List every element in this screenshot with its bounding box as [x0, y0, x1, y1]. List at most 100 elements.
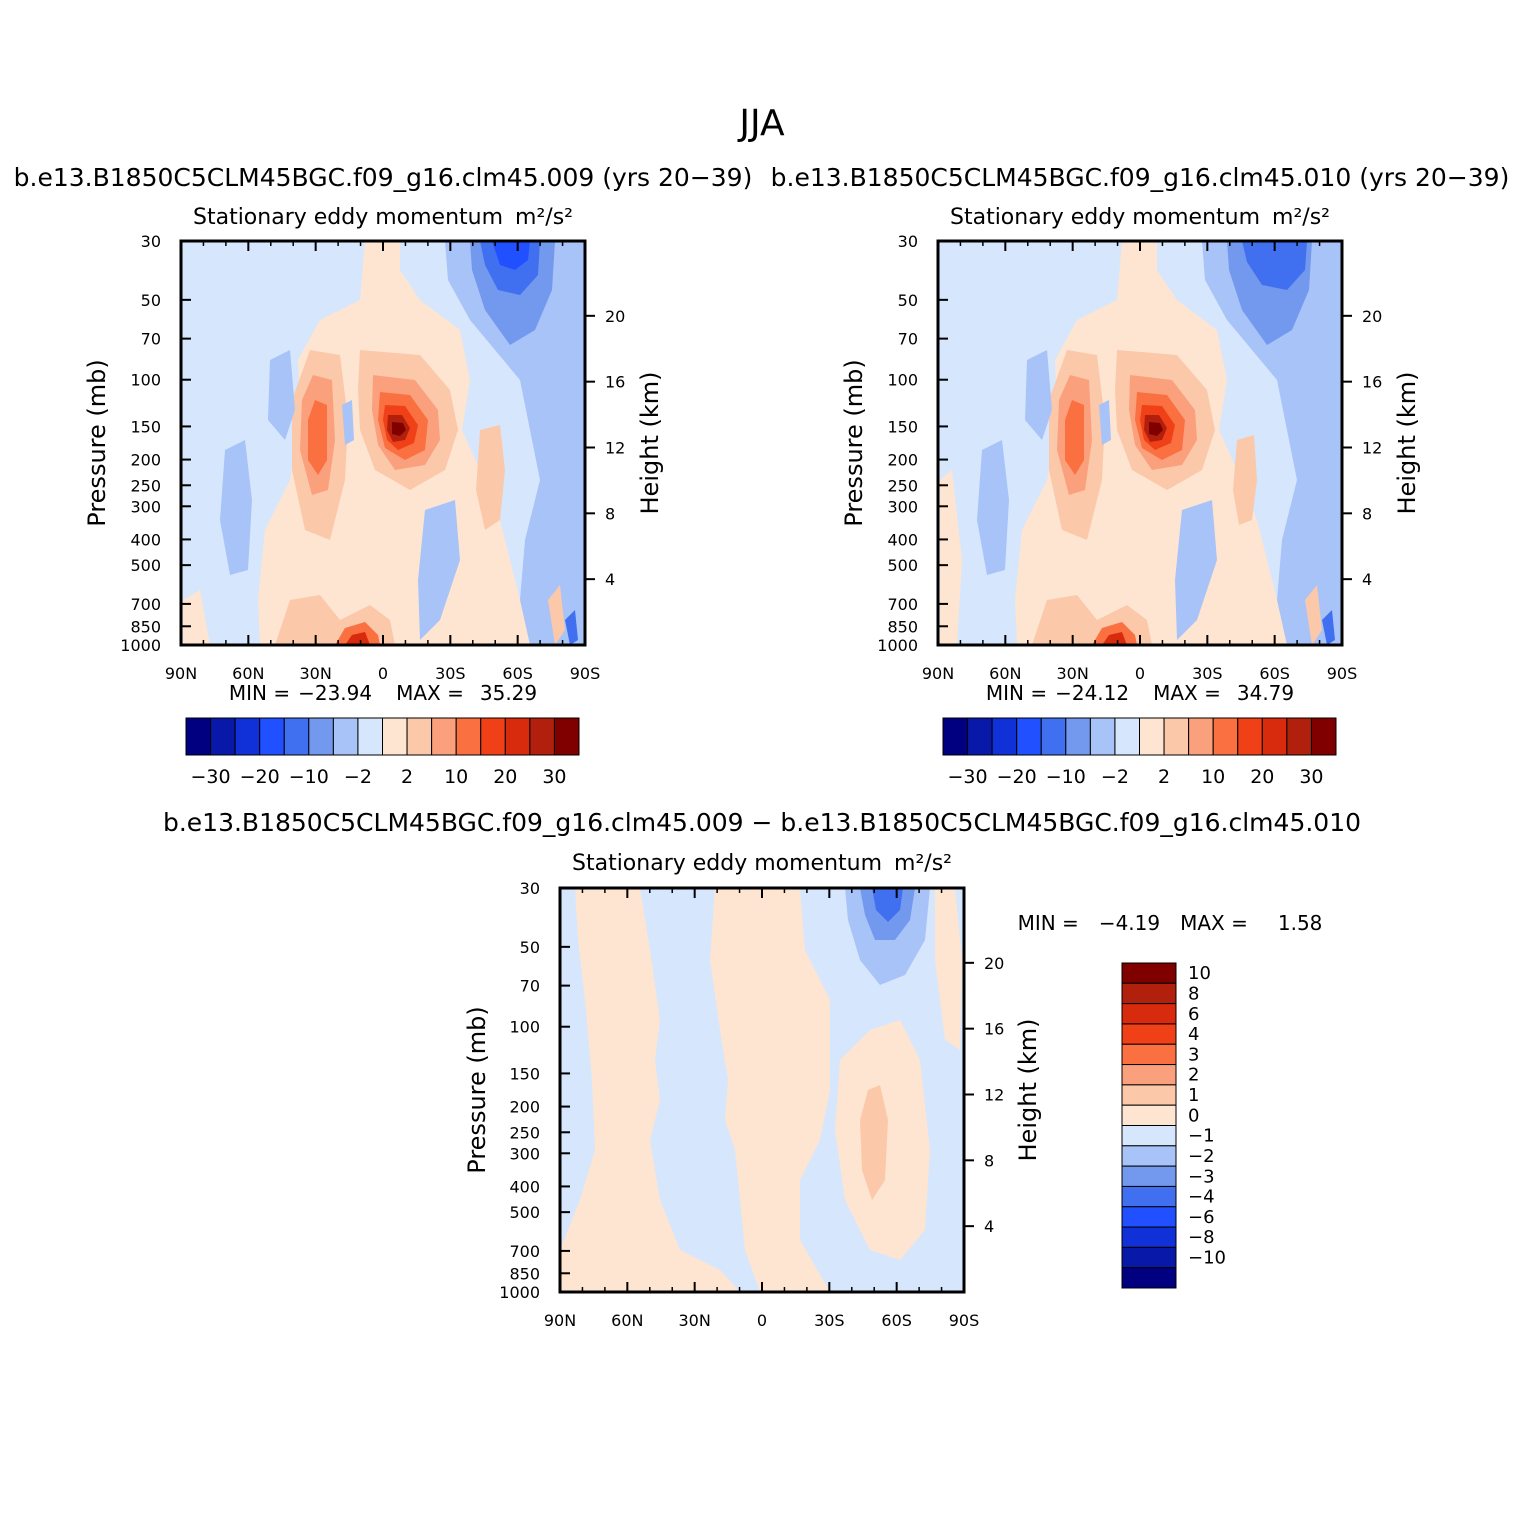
panel1-colorbar-label: 20 [493, 766, 517, 788]
panel1-ytick-label: 400 [130, 530, 161, 549]
panel2-ytick-right-label: 4 [1362, 570, 1372, 589]
panel1-ytick-label: 30 [141, 232, 161, 251]
panel1-colorbar-swatch [480, 717, 506, 756]
panel2-contour-neg-nh-1 [1025, 350, 1052, 440]
panel1-plot-area [179, 239, 587, 647]
panel2-ylabel-right: Height (km) [1393, 372, 1421, 515]
panel2-minmax: MIN = −24.12 MAX = 34.79 [986, 681, 1294, 705]
panel3-colorbar-label: 8 [1188, 983, 1199, 1004]
panel2-contour-surf-2 [1092, 622, 1137, 645]
panel2-ytick-label: 30 [898, 232, 918, 251]
panel2-colorbar-label: −2 [1101, 766, 1129, 788]
panel2-plot-area [936, 239, 1344, 647]
panel2-colorbar-label: 30 [1299, 766, 1323, 788]
panel1-colorbar-label: −20 [240, 766, 280, 788]
panel3-colorbar-label: 4 [1188, 1024, 1199, 1045]
panel2-ylabel: Pressure (mb) [840, 359, 868, 526]
panel3-xtick-label: 60S [881, 1311, 912, 1330]
panel2-ytick-label: 150 [887, 417, 918, 436]
panel3-colorbar-swatch [1121, 1023, 1177, 1045]
panel1-ytick-label: 50 [141, 291, 161, 310]
panel3-ytick-label: 700 [509, 1242, 540, 1261]
panel1-colorbar-swatch [529, 717, 555, 756]
panel1-ytick-label: 70 [141, 330, 161, 349]
panel3-axes: 90N 60N 30N 0 30S 60S 90S 30 50 70 100 150 200 250 300… [499, 879, 1004, 1330]
panel1-ylabel-right: Height (km) [636, 372, 664, 515]
panel3-colorbar-swatch [1121, 1043, 1177, 1066]
panel2-xtick-label: 0 [1135, 664, 1145, 683]
panel-case-009: b.e13.B1850C5CLM45BGC.f09_g16.clm45.009 … [14, 163, 753, 788]
panel1-case-title: b.e13.B1850C5CLM45BGC.f09_g16.clm45.009 … [14, 163, 753, 192]
panel1-contour-20s [476, 425, 505, 530]
panel3-contour-pos-max [860, 1085, 888, 1200]
panel1-colorbar-swatch [210, 717, 236, 756]
panel3-colorbar-swatch [1121, 1084, 1177, 1106]
panel1-colorbar-swatch [283, 717, 310, 756]
panel2-ytick-label: 850 [887, 617, 918, 636]
panel3-colorbar-swatch [1121, 1064, 1177, 1086]
panel2-colorbar-swatch [1237, 717, 1263, 756]
panel3-ytick-label: 1000 [499, 1283, 540, 1302]
panel2-colorbar-swatch [1089, 717, 1116, 756]
panel2-contour-pos-left [940, 470, 962, 645]
panel1-colorbar-label: −30 [191, 766, 231, 788]
panel1-colorbar-label: 10 [444, 766, 468, 788]
panel1-contour-surf-2 [335, 622, 380, 645]
panel1-ytick-right-label: 12 [605, 438, 625, 457]
panel3-ylabel: Pressure (mb) [463, 1006, 491, 1173]
panel3-colorbar-label: 2 [1188, 1065, 1199, 1086]
panel2-colorbar: −30 −20 −10 −2 2 10 20 30 [942, 717, 1337, 788]
panel3-ytick-right-label: 20 [984, 954, 1004, 973]
panel3-colorbar-swatch [1121, 1145, 1177, 1167]
panel2-subtitle: Stationary eddy momentum m²/s² [950, 205, 1330, 230]
panel2-contour-neg-sh-3 [1242, 241, 1307, 290]
panel2-colorbar-label: 2 [1158, 766, 1170, 788]
panel3-ytick-label: 250 [509, 1123, 540, 1142]
panel1-ytick-right-label: 20 [605, 307, 625, 326]
panel1-xtick-label: 30N [300, 664, 332, 683]
panel3-ytick-label: 100 [509, 1018, 540, 1037]
panel2-contour-neg-nh-5 [1322, 610, 1335, 645]
panel2-ytick-label: 400 [887, 530, 918, 549]
panel2-ytick-label: 100 [887, 371, 918, 390]
panel3-ytick-right-label: 8 [984, 1151, 994, 1170]
panel2-contour-fills [940, 241, 1342, 645]
panel3-colorbar-label: −1 [1188, 1126, 1215, 1147]
panel2-colorbar-swatch [1286, 717, 1312, 756]
panel1-ytick-label: 200 [130, 451, 161, 470]
panel2-contour-30n-jet-3 [1065, 400, 1084, 475]
panel1-contour-surf-3 [345, 632, 370, 645]
panel1-colorbar-swatch [234, 717, 261, 756]
panel1-contour-neg-sh-1 [445, 241, 585, 645]
panel-difference: b.e13.B1850C5CLM45BGC.f09_g16.clm45.009 … [163, 808, 1361, 1330]
panel2-xtick-label: 30N [1057, 664, 1089, 683]
panel2-axes: 90N 60N 30N 0 30S 60S 90S 30 50 70 100 150 200 250 300… [877, 232, 1382, 683]
panel3-plot-area [558, 886, 966, 1294]
panel1-colorbar-swatch [357, 717, 383, 756]
panel1-ytick-label: 300 [130, 497, 161, 516]
panel3-ytick-label: 70 [520, 977, 540, 996]
panel3-subtitle: Stationary eddy momentum m²/s² [572, 851, 952, 876]
panel1-xtick-label: 0 [378, 664, 388, 683]
panel1-ytick-right-label: 4 [605, 570, 615, 589]
panel1-contour-neg-nh-2 [220, 440, 252, 575]
panel1-ytick-label: 850 [130, 617, 161, 636]
panel2-contour-eq-6 [1149, 422, 1163, 436]
panel2-colorbar-label: −10 [1046, 766, 1086, 788]
panel1-contour-neg-nh-5 [565, 610, 578, 645]
panel2-xtick-label: 60N [989, 664, 1021, 683]
panel3-contour-neg-3 [872, 888, 903, 922]
panel2-colorbar-swatch [1065, 717, 1091, 756]
panel1-colorbar-swatch [185, 717, 212, 756]
panel2-contour-pos-sp [1305, 585, 1322, 645]
panel2-contour-surf-3 [1102, 632, 1127, 645]
panel2-colorbar-swatch [1040, 717, 1067, 756]
panel2-colorbar-label: −20 [997, 766, 1037, 788]
panel3-colorbar-swatch [1121, 1165, 1177, 1187]
panel2-colorbar-swatch [1310, 717, 1337, 756]
panel3-ytick-label: 50 [520, 938, 540, 957]
panel2-colorbar-label: −30 [948, 766, 988, 788]
panel1-colorbar-swatch [382, 717, 408, 756]
panel3-colorbar-label: −10 [1188, 1248, 1226, 1269]
